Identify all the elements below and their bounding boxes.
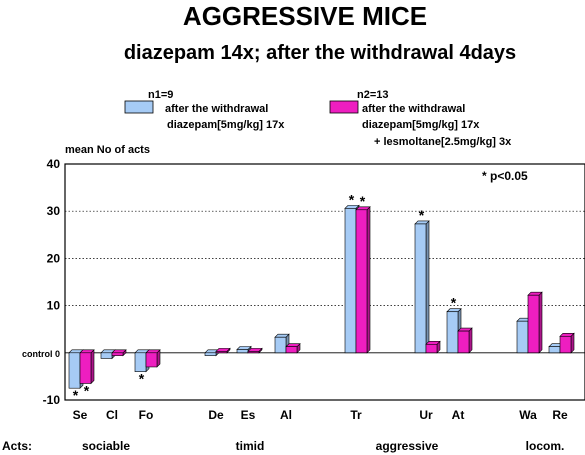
bar-Wa-s2 xyxy=(527,291,543,354)
x-tick-label: Tr xyxy=(350,408,362,422)
x-tick-label: Cl xyxy=(106,408,118,422)
bar-Re-s2 xyxy=(559,332,575,354)
x-tick-label: Fo xyxy=(139,408,154,422)
gridlines xyxy=(65,210,585,354)
group-label-0: sociable xyxy=(82,439,130,453)
x-tick-label: Wa xyxy=(519,408,537,422)
x-tick-label: At xyxy=(452,408,465,422)
significance-markers: * * * * * * * xyxy=(73,191,457,403)
bar-Ur-s2 xyxy=(425,340,441,354)
y-tick-label: 20 xyxy=(47,251,61,265)
legend-group-label: n1=9 xyxy=(148,89,173,101)
group-label-1: timid xyxy=(236,439,265,453)
legend: n1=9 after the withdrawal diazepam[5mg/kg]… xyxy=(124,89,512,148)
legend-entry-2: n2=13 after the withdrawal diazepam[5mg/kg… xyxy=(329,89,512,148)
significance-star: * xyxy=(451,295,457,311)
y-tick-label: 30 xyxy=(47,204,61,218)
legend-text: after the withdrawal xyxy=(165,103,268,115)
groups-prefix: Acts: xyxy=(2,439,32,453)
significance-note: * p<0.05 xyxy=(482,169,528,183)
significance-star: * xyxy=(419,207,425,223)
bar-Al-s2 xyxy=(285,342,301,354)
y-tick-label: 10 xyxy=(47,299,61,313)
x-tick-label: Se xyxy=(73,408,88,422)
legend-swatch xyxy=(329,100,359,114)
legend-text: + lesmoltane[2.5mg/kg] 3x xyxy=(374,136,512,148)
x-tick-label: De xyxy=(208,408,224,422)
plot-frame xyxy=(64,163,585,401)
legend-swatch xyxy=(124,100,154,114)
bar-Fo-s2 xyxy=(145,349,161,368)
legend-entry-1: n1=9 after the withdrawal diazepam[5mg/kg]… xyxy=(124,89,285,131)
x-tick-label: Ur xyxy=(419,408,433,422)
legend-text: after the withdrawal xyxy=(362,103,465,115)
significance-star: * xyxy=(349,191,355,207)
significance-star: * xyxy=(139,371,145,387)
group-label-3: locom. xyxy=(526,439,565,453)
x-tick-label: Re xyxy=(552,408,568,422)
bar-Se-s2 xyxy=(79,349,95,385)
x-tick-label: Es xyxy=(241,408,256,422)
group-label-2: aggressive xyxy=(376,439,439,453)
chart-subtitle: diazepam 14x; after the withdrawal 4days xyxy=(124,42,516,64)
bar-Ur-s1 xyxy=(414,220,430,354)
bar-Es-s2 xyxy=(247,347,263,354)
bar-At-s2 xyxy=(457,327,473,354)
significance-star: * xyxy=(360,193,366,209)
significance-star: * xyxy=(84,382,90,398)
legend-text: diazepam[5mg/kg] 17x xyxy=(362,119,480,131)
x-tick-label: Al xyxy=(280,408,292,422)
y-ticks: 40 30 20 10 control 0 -10 xyxy=(22,157,60,407)
bar-De-s2 xyxy=(215,347,231,354)
bars xyxy=(68,204,575,389)
y-tick-label: control 0 xyxy=(22,349,60,359)
chart-title: AGGRESSIVE MICE xyxy=(183,1,427,31)
significance-star: * xyxy=(73,387,79,403)
y-tick-label: 40 xyxy=(47,157,61,171)
legend-group-label: n2=13 xyxy=(357,89,389,101)
y-axis-label: mean No of acts xyxy=(65,144,150,156)
bar-Cl-s2 xyxy=(111,349,127,357)
x-ticks: Se Cl Fo De Es Al Tr Ur At Wa Re xyxy=(73,408,568,422)
legend-text: diazepam[5mg/kg] 17x xyxy=(167,119,285,131)
act-groups: Acts: sociable timid aggressive locom. xyxy=(2,439,564,453)
y-tick-label: -10 xyxy=(43,393,61,407)
bar-Tr-s2 xyxy=(355,206,371,354)
